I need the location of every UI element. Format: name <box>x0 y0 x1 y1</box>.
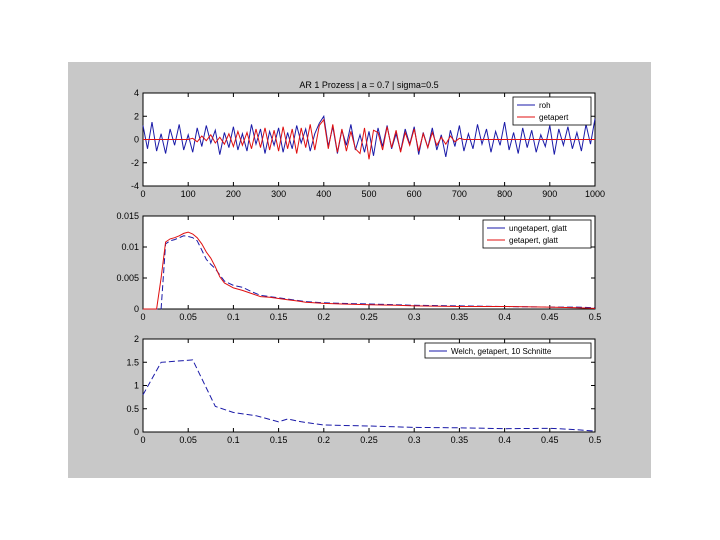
x-tick-label: 800 <box>497 189 512 199</box>
x-tick-label: 700 <box>452 189 467 199</box>
y-tick-label: 1 <box>134 381 139 391</box>
x-tick-label: 0.2 <box>318 435 331 445</box>
y-tick-label: 0 <box>134 135 139 145</box>
series-line-red <box>143 118 595 160</box>
legend-label: Welch, getapert, 10 Schnitte <box>451 347 552 356</box>
y-tick-label: 4 <box>134 88 139 98</box>
x-tick-label: 900 <box>542 189 557 199</box>
y-tick-label: 0.005 <box>116 273 139 283</box>
x-tick-label: 0.25 <box>360 312 378 322</box>
y-tick-label: -2 <box>131 158 139 168</box>
legend-box <box>482 219 592 249</box>
x-tick-label: 0.3 <box>408 312 421 322</box>
x-tick-label: 0.45 <box>541 312 559 322</box>
x-tick-label: 0.05 <box>179 435 197 445</box>
y-tick-label: 0 <box>134 304 139 314</box>
y-tick-label: 0.5 <box>126 404 139 414</box>
chart-title: AR 1 Prozess | a = 0.7 | sigma=0.5 <box>299 80 438 90</box>
y-tick-label: 0 <box>134 427 139 437</box>
x-tick-label: 0.5 <box>589 435 602 445</box>
x-tick-label: 100 <box>181 189 196 199</box>
legend-label: getapert <box>539 113 569 122</box>
y-tick-label: 0.015 <box>116 211 139 221</box>
legend-label: getapert, glatt <box>509 236 559 245</box>
x-tick-label: 0.45 <box>541 435 559 445</box>
x-tick-label: 0.35 <box>451 435 469 445</box>
x-tick-label: 1000 <box>585 189 605 199</box>
x-tick-label: 0 <box>140 189 145 199</box>
x-tick-label: 0.15 <box>270 435 288 445</box>
y-tick-label: 2 <box>134 334 139 344</box>
x-tick-label: 0.5 <box>589 312 602 322</box>
x-tick-label: 0.05 <box>179 312 197 322</box>
y-tick-label: 1.5 <box>126 357 139 367</box>
y-tick-label: 0.01 <box>121 242 139 252</box>
series-line-blue <box>143 235 596 310</box>
x-tick-label: 0.15 <box>270 312 288 322</box>
x-tick-label: 0.4 <box>498 435 511 445</box>
x-tick-label: 200 <box>226 189 241 199</box>
figure-background: AR 1 Prozess | a = 0.7 | sigma=0.5 0 100 20… <box>68 62 651 478</box>
legend-box <box>512 96 592 126</box>
x-tick-label: 300 <box>271 189 286 199</box>
x-tick-label: 0.4 <box>498 312 511 322</box>
x-tick-label: 0.35 <box>451 312 469 322</box>
x-tick-label: 0.3 <box>408 435 421 445</box>
legend-label: roh <box>539 101 551 110</box>
figure-canvas: AR 1 Prozess | a = 0.7 | sigma=0.50 100 20… <box>116 80 605 445</box>
y-tick-label: -4 <box>131 181 139 191</box>
series-line-red <box>143 231 596 310</box>
x-tick-label: 0 <box>140 435 145 445</box>
legend-label: ungetapert, glatt <box>509 224 568 233</box>
series-line-blue <box>142 359 596 432</box>
y-tick-label: 2 <box>134 111 139 121</box>
x-tick-label: 600 <box>407 189 422 199</box>
x-tick-label: 500 <box>361 189 376 199</box>
x-tick-label: 0 <box>140 312 145 322</box>
x-tick-label: 400 <box>316 189 331 199</box>
x-tick-label: 0.25 <box>360 435 378 445</box>
series-line-blue <box>142 114 596 157</box>
x-tick-label: 0.1 <box>227 435 240 445</box>
x-tick-label: 0.1 <box>227 312 240 322</box>
x-tick-label: 0.2 <box>318 312 331 322</box>
legend-box <box>424 342 592 359</box>
